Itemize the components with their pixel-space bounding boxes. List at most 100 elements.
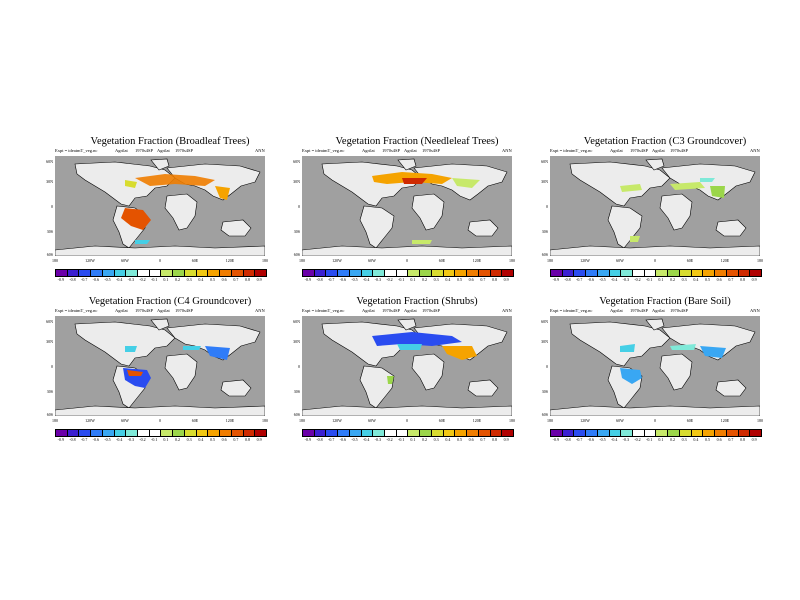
colorbar-box [196,270,209,276]
lon-label: 60E [686,418,694,423]
colorbar-label: 0.2 [422,277,427,282]
info-label-3: Agrilat [404,148,417,153]
colorbar-label: -0.3 [374,437,381,442]
lat-label: 30N [541,179,548,184]
colorbar-label: -0.3 [374,277,381,282]
colorbar-box [231,270,244,276]
expt-label: Expt = ideatmT_veg.nc [302,308,345,313]
colorbar-label: -0.9 [552,437,559,442]
colorbar-label: -0.8 [316,437,323,442]
info-label-1: Agrilat [115,308,128,313]
veg-patch [670,182,705,190]
colorbar-box [679,270,692,276]
lat-label: 30S [46,389,53,394]
season-label: ANN [255,308,265,313]
colorbar-box [656,270,669,276]
colorbar-box [126,430,139,436]
panel-title: Vegetation Fraction (Shrubs) [356,296,478,307]
veg-patch [127,370,143,376]
vegetation-map [550,156,760,256]
colorbar-box [184,430,197,436]
colorbar-box [455,430,468,436]
lon-label: 0 [406,258,408,263]
colorbar-label: -0.8 [69,277,76,282]
veg-patch [630,236,640,242]
lat-label: 60N [541,319,548,324]
colorbar-label: 0.4 [198,277,204,282]
lon-label: 60E [438,258,446,263]
colorbar-label: -0.5 [104,277,111,282]
info-label-3: Agrilat [157,148,170,153]
colorbar-box [385,270,397,276]
colorbar-box [303,270,315,276]
expt-label: Expt = ideatmT_veg.nc [550,308,593,313]
colorbar-label: 0.8 [492,437,497,442]
colorbar-label: 0.2 [175,277,180,282]
colorbar-label: -0.4 [362,277,370,282]
colorbar-box [490,430,503,436]
veg-patch [710,186,725,198]
lon-label: 120W [332,258,342,263]
lat-label: 60S [541,412,548,417]
colorbar-box [255,430,266,436]
season-label: ANN [502,148,512,153]
colorbar-box [314,270,327,276]
colorbar-box [396,270,409,276]
colorbar-box [490,270,503,276]
colorbar-box [691,430,704,436]
info-label-4: 1970s4SP [670,308,689,313]
veg-patch [670,344,696,350]
lat-label: 0 [546,204,548,209]
colorbar-box [420,430,432,436]
veg-patch [183,346,201,350]
colorbar-label: 0.9 [503,437,509,442]
info-label-2: 1970s4SP [382,308,401,313]
colorbar-label: 0.5 [457,277,462,282]
colorbar-box [633,270,645,276]
colorbar-label: -0.4 [115,437,123,442]
colorbar-box [196,430,209,436]
lat-label: 30N [46,179,53,184]
colorbar-label: 0.4 [445,277,451,282]
info-label-4: 1970s4SP [422,148,441,153]
colorbar-box [478,270,491,276]
colorbar-box [726,430,739,436]
colorbar-label: -0.3 [127,277,134,282]
colorbar-box [467,270,479,276]
colorbar-label: 0.1 [163,277,169,282]
colorbar-box [208,430,221,436]
colorbar-box [562,270,575,276]
colorbar-label: 0.7 [728,277,734,282]
lat-label: 60S [46,252,53,257]
colorbar-box [208,270,221,276]
lat-label: 0 [51,364,53,369]
colorbar-box [373,270,386,276]
colorbar-box [597,430,610,436]
vegetation-map [302,156,512,256]
veg-patch [442,346,477,360]
vegetation-map [55,156,265,256]
colorbar-label: -0.7 [80,277,88,282]
colorbar-box [91,270,103,276]
colorbar-label: 0.6 [716,437,722,442]
lat-label: 30N [293,339,300,344]
lon-label: 120W [580,418,590,423]
info-label-4: 1970s4SP [670,148,689,153]
colorbar-box [114,270,127,276]
colorbar-box [443,270,456,276]
veg-patch [402,178,427,184]
colorbar-label: 0.6 [468,277,474,282]
veg-patch [620,344,635,352]
colorbar-box [361,270,374,276]
veg-patch [700,178,715,182]
lon-label: 0 [654,418,656,423]
info-label-1: Agrilat [610,148,623,153]
colorbar [55,269,267,277]
info-label-4: 1970s4SP [175,308,194,313]
lon-label: 60W [616,418,624,423]
info-label-3: Agrilat [652,148,665,153]
lat-label: 30N [293,179,300,184]
panel-needleleaf-trees: Vegetation Fraction (Needleleaf Trees) E… [293,136,532,286]
colorbar-label: -0.6 [587,277,594,282]
lon-label: 180 [299,258,305,263]
